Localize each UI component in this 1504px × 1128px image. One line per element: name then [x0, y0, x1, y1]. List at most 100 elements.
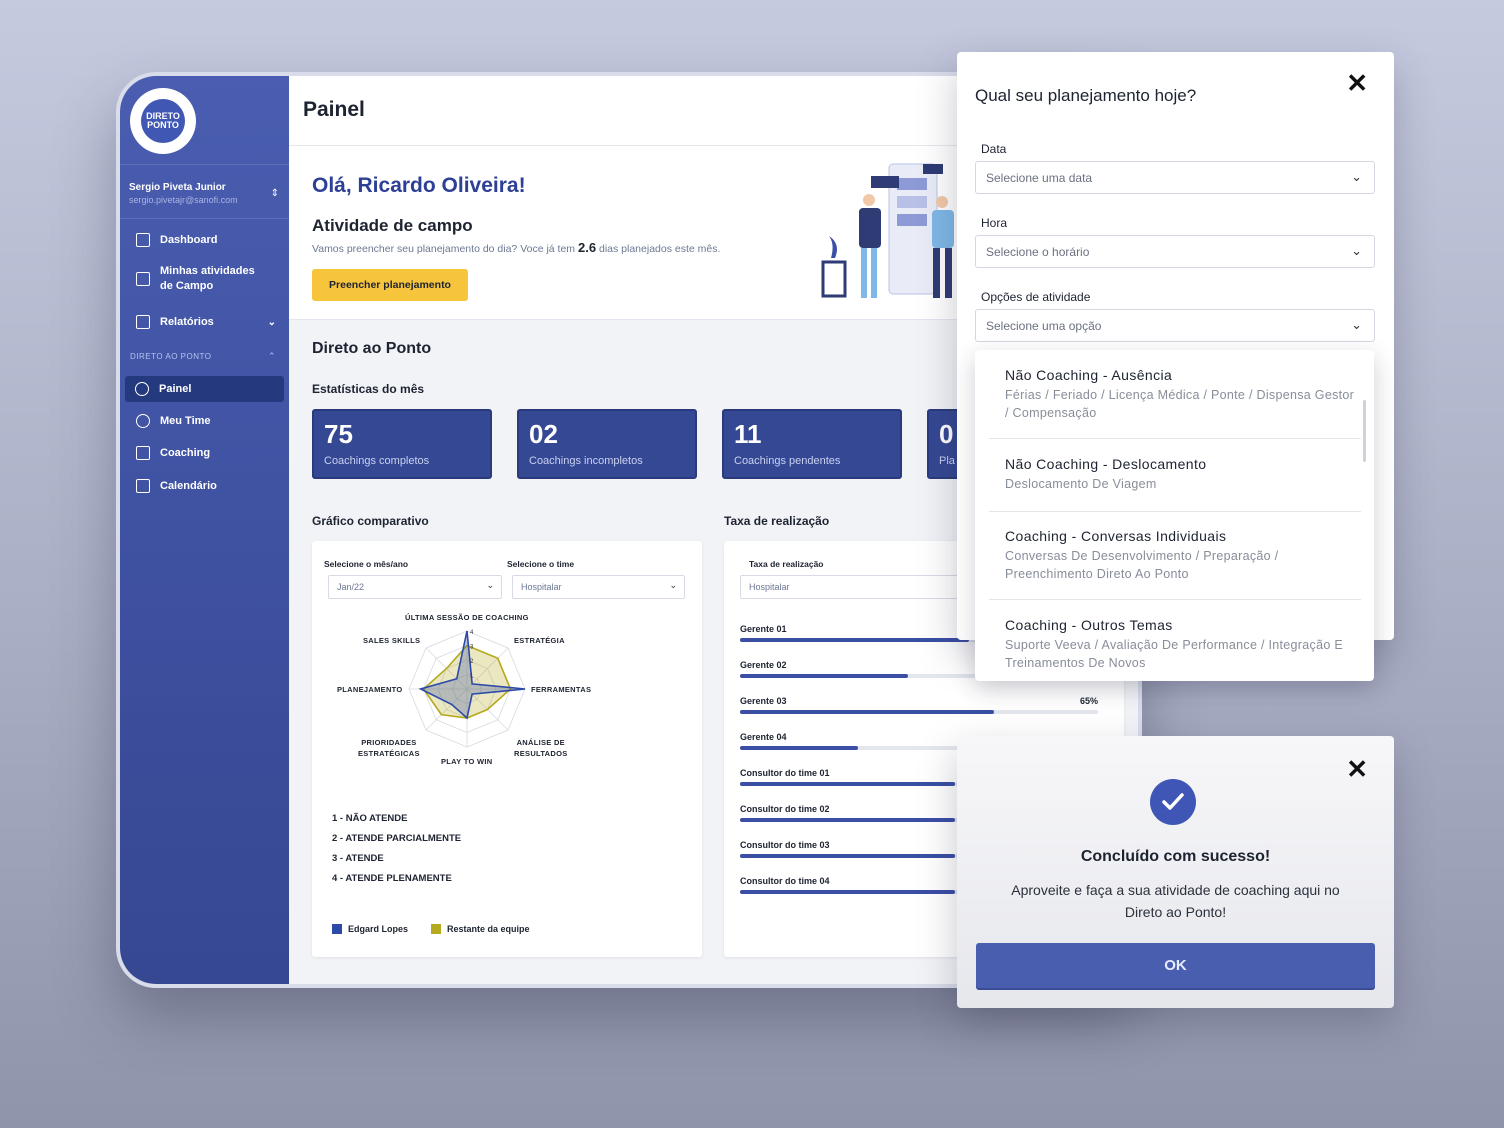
option-title: Não Coaching - Deslocamento	[1005, 456, 1207, 472]
fill-planning-button[interactable]: Preencher planejamento	[312, 269, 468, 301]
planning-illustration	[821, 163, 954, 298]
radar-axis-label: SALES SKILLS	[362, 635, 421, 645]
sidebar-item-label: Painel	[159, 383, 192, 395]
success-modal: ✕ Concluído com sucesso! Aproveite e faç…	[957, 736, 1394, 1008]
option-nao-coaching-ausencia[interactable]: Não Coaching - Ausência Férias / Feriado…	[989, 367, 1361, 439]
calendar-icon	[136, 479, 150, 493]
success-text: Aproveite e faça a sua atividade de coac…	[1011, 882, 1340, 920]
option-nao-coaching-deslocamento[interactable]: Não Coaching - Deslocamento Deslocamento…	[989, 456, 1361, 512]
sidebar-item-coaching[interactable]: Coaching	[126, 441, 284, 465]
taxa-row: Gerente 01	[740, 624, 1098, 642]
month-label: Selecione o mês/ano	[324, 559, 409, 569]
taxa-row-pct: 65%	[1079, 696, 1098, 706]
chevron-down-icon[interactable]: ⌄	[267, 316, 276, 328]
user-switcher[interactable]: Sergio Piveta Junior sergio.pivetajr@san…	[129, 182, 281, 212]
sidebar-item-dashboard[interactable]: Dashboard	[126, 228, 284, 252]
sidebar-item-label: Meu Time	[160, 415, 211, 427]
activity-dropdown: Não Coaching - Ausência Férias / Feriado…	[975, 350, 1374, 681]
sidebar-item-meu-time[interactable]: Meu Time	[126, 409, 284, 433]
time-select[interactable]: Selecione o horário ⌄	[975, 235, 1375, 268]
radar-axis-label: ESTRATÉGIA	[514, 635, 565, 645]
taxa-row: Gerente 02	[740, 660, 1098, 678]
progress-track	[740, 674, 1098, 678]
taxa-row-label: Gerente 02	[740, 660, 787, 670]
taxa-select-value: Hospitalar	[749, 582, 790, 592]
hero-description: Vamos preencher seu planejamento do dia?…	[312, 240, 720, 255]
sidebar-item-calendario[interactable]: Calendário	[126, 474, 284, 498]
progress-track	[740, 890, 1098, 894]
user-name: Sergio Piveta Junior	[129, 182, 226, 193]
stat-label: Coachings pendentes	[734, 455, 841, 467]
close-icon[interactable]: ✕	[1346, 754, 1368, 784]
team-select[interactable]: Hospitalar ⌄	[512, 575, 685, 599]
sidebar-item-relatorios[interactable]: Relatórios ⌄	[126, 310, 284, 334]
stat-card-pendentes: 11 Coachings pendentes	[722, 409, 902, 479]
progress-track	[740, 818, 1098, 822]
dropdown-scrollbar[interactable]	[1363, 400, 1366, 462]
radar-axis-line	[425, 688, 468, 731]
sidebar-item-label: Dashboard	[160, 234, 218, 246]
progress-fill	[740, 854, 955, 858]
legend-line: 1 - NÃO ATENDE	[332, 813, 408, 824]
logo-line2: PONTO	[147, 120, 179, 130]
divider	[120, 164, 289, 165]
progress-fill	[740, 674, 909, 678]
stat-label: Pla	[939, 455, 955, 467]
check-circle-icon	[1150, 779, 1196, 825]
radar-tick-label: 4	[470, 630, 474, 636]
radar-axis-label: PLAY TO WIN	[441, 757, 493, 766]
page-title: Painel	[303, 98, 365, 121]
taxa-select[interactable]: Hospitalar	[740, 575, 1000, 599]
taxa-row-label: Gerente 04	[740, 732, 787, 742]
user-icon	[136, 414, 150, 428]
stat-value: 75	[324, 419, 353, 449]
progress-fill	[740, 746, 859, 750]
stat-card-incompletos: 02 Coachings incompletos	[517, 409, 697, 479]
section-label-text: DIRETO AO PONTO	[130, 352, 212, 361]
date-placeholder: Selecione uma data	[986, 171, 1093, 185]
taxa-row: Consultor do time 02	[740, 804, 1098, 822]
option-coaching-conversas[interactable]: Coaching - Conversas Individuais Convers…	[989, 528, 1361, 600]
comparative-title: Gráfico comparativo	[312, 514, 429, 528]
radar-tick-label: 1	[470, 674, 474, 680]
calendar-check-icon	[136, 272, 150, 286]
radar-axis-label: ANÁLISE DE RESULTADOS	[514, 738, 568, 758]
progress-track	[740, 854, 1098, 858]
sidebar-item-painel[interactable]: Painel	[125, 376, 284, 402]
logo: DIRETO PONTO	[130, 88, 196, 154]
taxa-title: Taxa de realização	[724, 514, 830, 528]
legend-swatch	[332, 924, 342, 934]
option-title: Coaching - Outros Temas	[1005, 617, 1173, 633]
legend-series-2: Restante da equipe	[431, 924, 530, 934]
section-label: DIRETO AO PONTO ⌃	[130, 351, 280, 361]
month-select[interactable]: Jan/22 ⌄	[328, 575, 502, 599]
radar-axis-label: PRIORIDADES ESTRATÉGICAS	[357, 738, 420, 758]
chevron-up-icon[interactable]: ⌃	[267, 351, 276, 361]
stat-value: 0	[939, 419, 954, 449]
date-select[interactable]: Selecione uma data ⌄	[975, 161, 1375, 194]
progress-fill	[740, 638, 970, 642]
ok-button[interactable]: OK	[976, 943, 1375, 988]
greeting: Olá, Ricardo Oliveira!	[312, 174, 526, 197]
radar-axis-label: PLANEJAMENTO	[337, 685, 403, 694]
option-desc: Conversas De Desenvolvimento / Preparaçã…	[1005, 549, 1279, 581]
sidebar-item-label: Calendário	[160, 480, 217, 492]
sidebar-item-atividades[interactable]: Minhas atividades de Campo	[126, 262, 284, 296]
option-coaching-outros[interactable]: Coaching - Outros Temas Suporte Veeva / …	[989, 617, 1361, 681]
legend-line: 3 - ATENDE	[332, 853, 384, 864]
legend-line: 2 - ATENDE PARCIALMENTE	[332, 833, 462, 844]
radar-tick-label: 3	[470, 645, 474, 651]
logo-line1: DIRETO	[146, 111, 180, 121]
switch-user-icon[interactable]: ⇕	[270, 188, 279, 199]
chevron-up-icon: ⌄	[1351, 317, 1362, 332]
option-title: Não Coaching - Ausência	[1005, 367, 1173, 383]
taxa-row: Consultor do time 04	[740, 876, 1098, 894]
sidebar-item-label: Relatórios	[160, 316, 214, 328]
chevron-down-icon: ⌄	[1351, 243, 1362, 258]
activity-select[interactable]: Selecione uma opção ⌄	[975, 309, 1375, 342]
comparative-card: Selecione o mês/ano Jan/22 ⌄ Selecione o…	[312, 541, 702, 957]
section-title: Direto ao Ponto	[312, 340, 432, 357]
close-icon[interactable]: ✕	[1346, 68, 1368, 98]
radar-chart: 1 2 3 4	[408, 630, 526, 748]
radar-tick-label: 2	[470, 659, 474, 665]
